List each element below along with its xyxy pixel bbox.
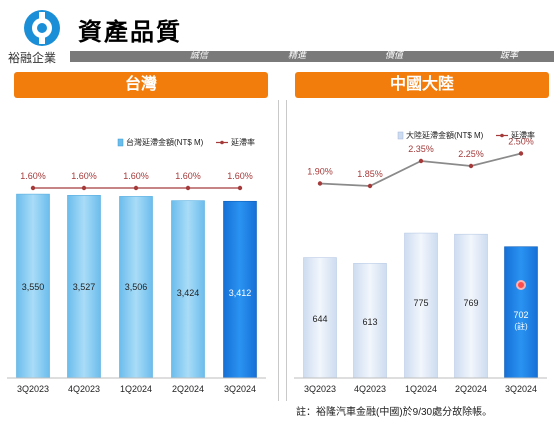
bar xyxy=(404,232,438,379)
legend-line-label: 延滯率 xyxy=(511,130,535,140)
rate-label: 2.25% xyxy=(458,149,484,159)
category-tick-label: 1Q2024 xyxy=(120,384,152,394)
company-name: 裕融企業 xyxy=(8,51,57,65)
rate-label: 1.60% xyxy=(20,171,46,181)
panel-title-taiwan: 台灣 xyxy=(14,72,268,98)
legend-line-dot xyxy=(500,133,504,138)
bar-value-label: 3,550 xyxy=(22,282,45,292)
rate-label: 2.50% xyxy=(508,137,534,147)
rate-point xyxy=(237,185,243,191)
motto-item: 精進 xyxy=(288,51,307,61)
bar-value-label: 769 xyxy=(463,298,478,308)
motto-item: 跋率 xyxy=(500,51,519,61)
rate-point xyxy=(518,151,524,156)
bar-value-label: 3,527 xyxy=(73,282,96,292)
bar-value-label: 3,424 xyxy=(177,288,200,298)
category-tick-label: 3Q2023 xyxy=(17,384,49,394)
bar xyxy=(171,200,205,379)
panel-title-china: 中國大陸 xyxy=(295,72,549,98)
legend-line-dot xyxy=(220,140,224,145)
rate-label: 1.90% xyxy=(307,167,333,177)
category-tick-label: 2Q2024 xyxy=(455,384,487,394)
bar-value-label: 613 xyxy=(362,317,377,327)
bar xyxy=(67,195,101,379)
bar-value-label: 3,412 xyxy=(229,288,252,298)
bar xyxy=(16,193,50,379)
bar-annotation-label: (註) xyxy=(514,321,528,331)
bar xyxy=(454,233,488,379)
rate-point xyxy=(418,158,424,164)
bar xyxy=(119,196,153,379)
rate-label: 1.60% xyxy=(227,171,253,181)
bar xyxy=(223,200,257,379)
company-logo-icon xyxy=(24,10,60,46)
motto-item: 誠信 xyxy=(190,51,209,61)
bar xyxy=(504,246,538,379)
category-tick-label: 3Q2023 xyxy=(304,384,336,394)
bar-value-label: 702 xyxy=(513,310,528,320)
category-tick-label: 2Q2024 xyxy=(172,384,204,394)
rate-label: 1.85% xyxy=(357,169,383,179)
panel-divider xyxy=(286,100,287,401)
legend-line-label: 延滯率 xyxy=(231,137,255,147)
category-tick-label: 3Q2024 xyxy=(505,384,537,394)
rate-label: 1.60% xyxy=(123,171,149,181)
rate-label: 2.35% xyxy=(408,144,434,154)
bar-value-label: 3,506 xyxy=(125,282,148,292)
rate-point xyxy=(81,185,87,191)
motto-item: 價值 xyxy=(385,51,404,61)
rate-point xyxy=(468,163,474,169)
rate-label: 1.60% xyxy=(175,171,201,181)
rate-point xyxy=(30,185,36,191)
legend-bar-swatch xyxy=(117,138,124,147)
footnote: 註：裕隆汽車金融(中國)於9/30處分故除帳。 xyxy=(296,407,493,418)
page-title: 資產品質 xyxy=(78,19,182,46)
bar xyxy=(303,257,337,379)
legend-bar-label: 大陸延滯金額(NT$ M) xyxy=(406,130,484,140)
legend-bar-swatch xyxy=(397,131,404,140)
rate-line xyxy=(319,152,522,187)
legend-bar-label: 台灣延滯金額(NT$ M) xyxy=(126,137,204,147)
panel-divider xyxy=(278,100,279,401)
category-tick-label: 4Q2023 xyxy=(354,384,386,394)
rate-point xyxy=(185,185,191,191)
bar-value-label: 644 xyxy=(312,314,327,324)
bar-value-label: 775 xyxy=(413,298,428,308)
rate-point xyxy=(133,185,139,191)
category-tick-label: 1Q2024 xyxy=(405,384,437,394)
category-tick-label: 4Q2023 xyxy=(68,384,100,394)
rate-label: 1.60% xyxy=(71,171,97,181)
motto-bar: 誠信 精進 價值 跋率 xyxy=(70,51,554,62)
bar xyxy=(353,263,387,379)
rate-point xyxy=(367,183,373,189)
cursor-marker-icon xyxy=(516,280,526,290)
category-tick-label: 3Q2024 xyxy=(224,384,256,394)
rate-point xyxy=(317,181,323,186)
